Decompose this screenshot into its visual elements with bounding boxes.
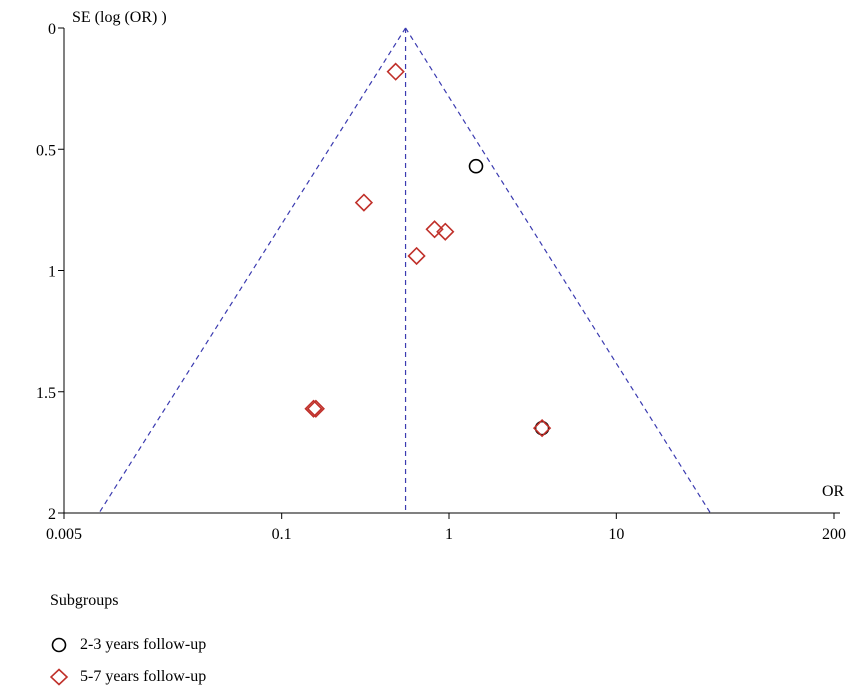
y-tick-label: 1 — [48, 264, 56, 281]
diamond-point — [436, 222, 455, 241]
legend-title: Subgroups — [50, 592, 119, 609]
y-tick-label: 2 — [48, 506, 56, 523]
legend-item-5-7-years: 5-7 years follow-up — [50, 668, 206, 686]
diamond-point — [354, 193, 374, 212]
legend-item-label: 2-3 years follow-up — [80, 636, 207, 653]
diamond-point — [306, 399, 325, 418]
x-tick-label: 1 — [445, 526, 453, 543]
funnel-right-line — [405, 27, 711, 514]
x-tick-label: 10 — [608, 526, 624, 543]
diamond-point — [425, 220, 444, 239]
circle-point — [468, 158, 484, 174]
legend-item-label: 5-7 years follow-up — [80, 668, 207, 685]
x-tick-label: 0.1 — [272, 526, 292, 543]
y-tick-label: 0 — [48, 21, 56, 38]
data-points — [304, 62, 552, 438]
diamond-marker-icon — [50, 668, 69, 686]
y-tick-label: 1.5 — [36, 385, 56, 402]
circle-marker-icon — [51, 637, 67, 653]
x-tick-label: 0.005 — [46, 526, 82, 543]
diamond-point — [304, 399, 323, 418]
y-axis-label: SE (log (OR) ) — [72, 9, 167, 26]
y-ticks: 0 0.5 1 1.5 2 — [36, 21, 64, 523]
diamond-point — [532, 418, 552, 438]
circle-point — [534, 420, 550, 436]
x-ticks: 0.005 0.1 1 10 200 — [46, 513, 846, 543]
x-tick-label: 200 — [822, 526, 846, 543]
diamond-point — [407, 246, 426, 266]
y-tick-label: 0.5 — [36, 142, 56, 159]
funnel-plot: SE (log (OR) ) OR 0 0.5 1 1.5 2 0.005 0.1 1 10 2… — [36, 9, 846, 543]
diamond-point — [386, 62, 405, 81]
x-axis-label: OR — [822, 483, 845, 500]
axes: SE (log (OR) ) OR — [63, 9, 845, 514]
funnel-lines — [98, 27, 711, 514]
legend-item-2-3-years: 2-3 years follow-up — [50, 636, 206, 654]
funnel-left-line — [98, 27, 407, 514]
